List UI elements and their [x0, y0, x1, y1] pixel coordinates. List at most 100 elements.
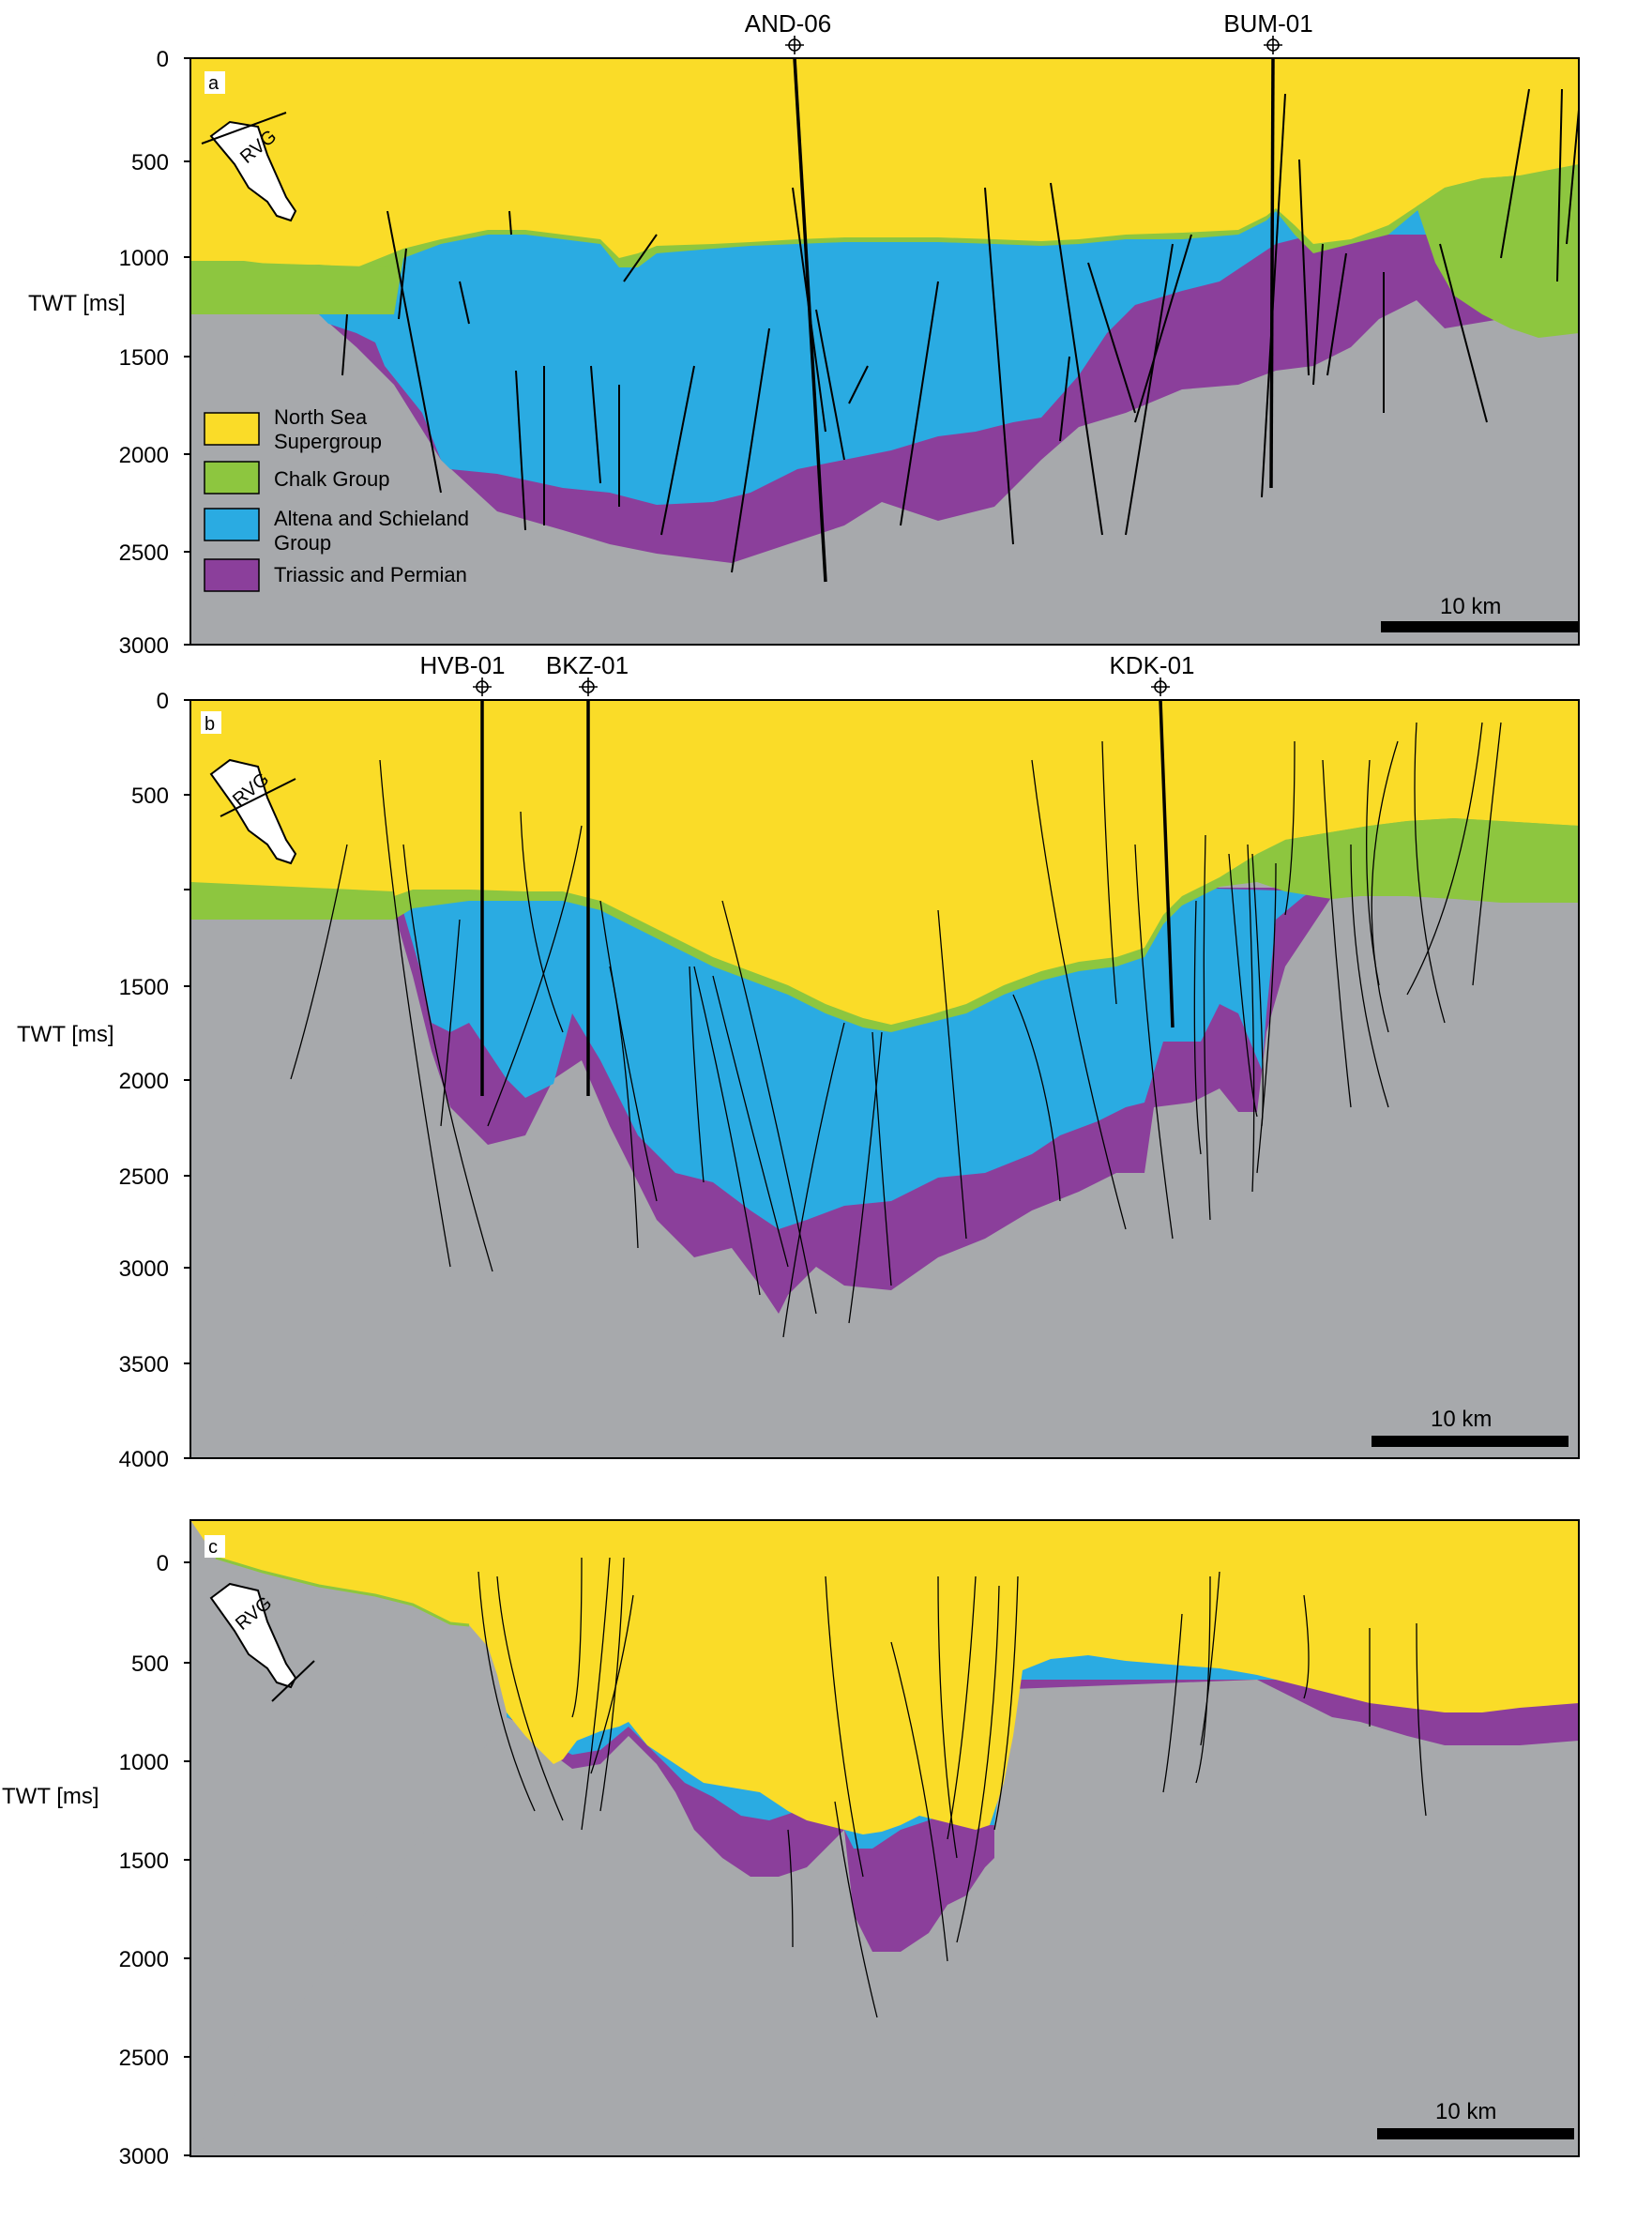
y-tick-label: 0	[157, 689, 169, 714]
well-trace-kdk-01	[1159, 700, 1175, 1028]
well-label-and-06: AND-06	[745, 9, 831, 38]
panel-b-chalk-right-block	[1285, 818, 1579, 903]
panel-c: RVG c 10 km	[189, 1519, 1580, 2157]
fault-line	[402, 844, 493, 1272]
panel-a-scale-label: 10 km	[1440, 594, 1501, 619]
fault-line	[825, 1575, 864, 1878]
fault-line	[1125, 243, 1174, 536]
panel-b-altena-layer	[394, 888, 1313, 1229]
fault-line	[581, 1557, 611, 1831]
inset-outline	[209, 758, 297, 865]
fault-line	[398, 248, 407, 320]
panel-a-label-box	[205, 71, 225, 94]
panel-a-north-sea-layer	[190, 58, 1579, 267]
y-tick-label: 1500	[119, 1849, 169, 1874]
panel-b-scale-bar	[1372, 1436, 1569, 1447]
fault-line	[1556, 88, 1563, 282]
panel-b-scale-label: 10 km	[1431, 1407, 1492, 1432]
well-label-bum-01: BUM-01	[1223, 9, 1312, 38]
y-tick-label: 3000	[119, 1256, 169, 1282]
fault-line	[440, 919, 461, 1127]
fault-line	[459, 281, 470, 325]
fault-line	[1162, 1613, 1183, 1793]
well-symbol-icon	[579, 677, 598, 696]
fault-line	[721, 900, 817, 1315]
fault-line	[984, 187, 1014, 545]
legend-label-chalk: Chalk Group	[274, 467, 390, 491]
fault-line	[1200, 1571, 1220, 1746]
well-labels: AND-06 BUM-01 HVB-01 BKZ-01 KDK-01	[419, 9, 1312, 679]
panel-b-label: b	[205, 714, 215, 735]
panel-c-faults	[477, 1557, 1427, 2018]
well-trace-and-06	[793, 58, 827, 583]
panel-a-y-axis: 0 500 1000 1500 2000 2500 3000	[119, 47, 169, 659]
panel-c-scale-bar	[1377, 2128, 1574, 2139]
fault-line	[993, 1575, 1019, 1831]
panel-a-scale-bar	[1381, 621, 1578, 632]
panel-c-y-axis: 0 500 1000 1500 2000 2500 3000	[119, 1551, 169, 2169]
legend-swatch-chalk	[204, 461, 260, 495]
fault-line	[520, 811, 564, 1033]
y-tick-label: 500	[131, 784, 169, 809]
fault-line	[712, 975, 789, 1268]
panel-a-y-tick-marks	[184, 57, 190, 646]
well-label-hvb-01: HVB-01	[419, 651, 505, 679]
y-tick-label: 1000	[119, 246, 169, 271]
well-symbol-icon	[1151, 677, 1170, 696]
panel-b-inset-map: RVG	[209, 758, 297, 865]
legend-swatch-triassic	[204, 558, 260, 592]
well-symbol-icon	[473, 677, 492, 696]
panel-b-label-box	[201, 711, 221, 734]
panel-b: RVG b 10 km	[189, 699, 1580, 1459]
panel-c-scale-label: 10 km	[1435, 2099, 1496, 2124]
fault-line	[1350, 844, 1389, 1108]
y-tick-label: 2500	[119, 540, 169, 566]
y-tick-label: 3000	[119, 2144, 169, 2169]
panel-a-faults	[341, 88, 1579, 573]
fault-line	[1012, 994, 1061, 1202]
fault-line	[1101, 740, 1117, 1005]
panel-b-y-axis: 0 500 1500 2000 2500 3000 3500 4000	[119, 689, 169, 1472]
legend: North Sea Supergroup Chalk Group Altena …	[204, 405, 469, 592]
fault-line	[689, 966, 705, 1183]
fault-line	[599, 900, 658, 1202]
fault-line	[487, 825, 583, 1127]
panel-c-chalk-contact-line	[215, 1556, 470, 1627]
legend-swatch-altena	[204, 508, 260, 541]
fault-line	[731, 327, 770, 573]
panel-c-label: c	[208, 1537, 218, 1558]
fault-line	[937, 1575, 958, 1859]
panel-c-north-sea-layer	[190, 1520, 1579, 1834]
panel-a-label: a	[208, 73, 220, 94]
fault-line	[508, 210, 512, 236]
fault-line	[834, 1801, 878, 2018]
y-tick-label: 2000	[119, 443, 169, 468]
fault-line	[290, 844, 348, 1080]
fault-line	[386, 210, 442, 494]
panel-c-basement-left-slope	[190, 1520, 507, 2156]
fault-line	[379, 759, 451, 1268]
panel-a-chalk-right-block	[1417, 164, 1579, 338]
y-tick-label: 3000	[119, 633, 169, 659]
legend-label-altena-2: Group	[274, 531, 331, 555]
fault-line	[1134, 234, 1192, 423]
y-tick-label: 1500	[119, 975, 169, 1000]
fault-line	[1439, 243, 1488, 423]
fault-line	[1500, 88, 1530, 259]
fault-line	[623, 234, 658, 282]
fault-line	[515, 370, 526, 531]
well-symbol-icon	[785, 36, 804, 54]
panel-c-label-box	[205, 1535, 225, 1558]
inset-outline	[209, 1582, 297, 1689]
panel-b-chalk-left-band	[190, 882, 394, 920]
fault-line	[1298, 159, 1310, 376]
panel-b-y-tick-marks	[184, 699, 190, 1459]
well-label-kdk-01: KDK-01	[1109, 651, 1194, 679]
fault-line	[1059, 356, 1070, 442]
inset-section-line	[201, 112, 287, 145]
y-tick-label: 1500	[119, 345, 169, 371]
fault-line	[956, 1585, 1000, 1943]
fault-line	[693, 966, 761, 1296]
legend-swatch-north-sea	[204, 412, 260, 446]
